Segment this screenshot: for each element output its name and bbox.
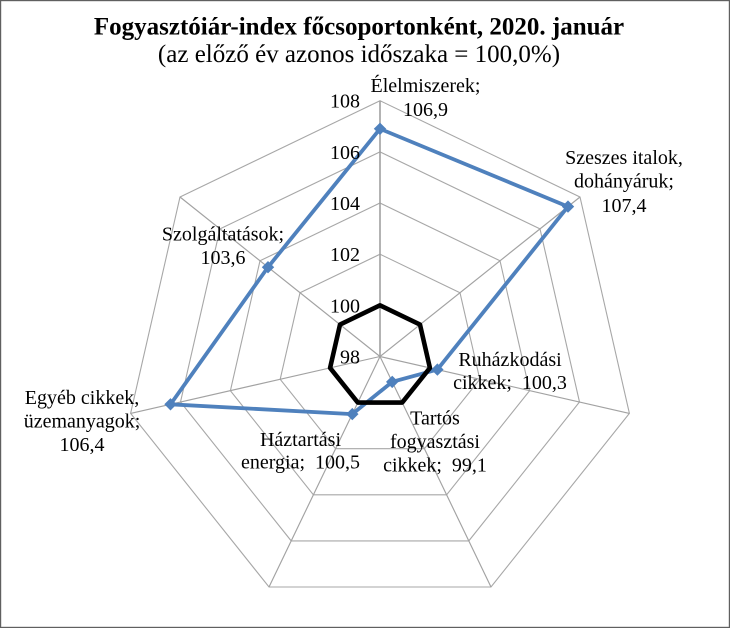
svg-text:107,4: 107,4: [602, 195, 647, 217]
svg-text:98: 98: [340, 347, 360, 369]
svg-text:Élelmiszerek;: Élelmiszerek;: [371, 74, 481, 97]
svg-text:103,6: 103,6: [201, 247, 246, 269]
svg-text:üzemanyagok;: üzemanyagok;: [24, 410, 141, 432]
svg-text:fogyasztási: fogyasztási: [390, 431, 480, 453]
svg-text:(az előző év azonos időszaka =: (az előző év azonos időszaka = 100,0%): [158, 41, 560, 68]
svg-text:100: 100: [330, 295, 360, 317]
svg-text:108: 108: [330, 91, 360, 113]
svg-text:Tartós: Tartós: [410, 408, 460, 430]
svg-text:cikkek; 99,1: cikkek; 99,1: [383, 455, 487, 477]
svg-text:104: 104: [330, 193, 360, 215]
svg-text:dohányáruk;: dohányáruk;: [574, 171, 674, 193]
svg-text:energia; 100,5: energia; 100,5: [241, 451, 360, 473]
svg-text:Ruházkodási: Ruházkodási: [458, 349, 562, 371]
svg-text:Háztartási: Háztartási: [260, 429, 342, 451]
svg-text:Egyéb cikkek,: Egyéb cikkek,: [25, 387, 139, 409]
svg-text:Szolgáltatások;: Szolgáltatások;: [162, 224, 284, 246]
svg-text:102: 102: [330, 244, 360, 266]
svg-text:106,4: 106,4: [60, 434, 105, 456]
svg-text:Szeszes italok,: Szeszes italok,: [565, 147, 683, 169]
svg-text:106: 106: [330, 142, 360, 164]
svg-text:106,9: 106,9: [403, 99, 448, 121]
svg-text:Fogyasztóiár-index főcsoporton: Fogyasztóiár-index főcsoportonként, 2020…: [94, 14, 624, 41]
svg-text:cikkek; 100,3: cikkek; 100,3: [453, 372, 567, 394]
